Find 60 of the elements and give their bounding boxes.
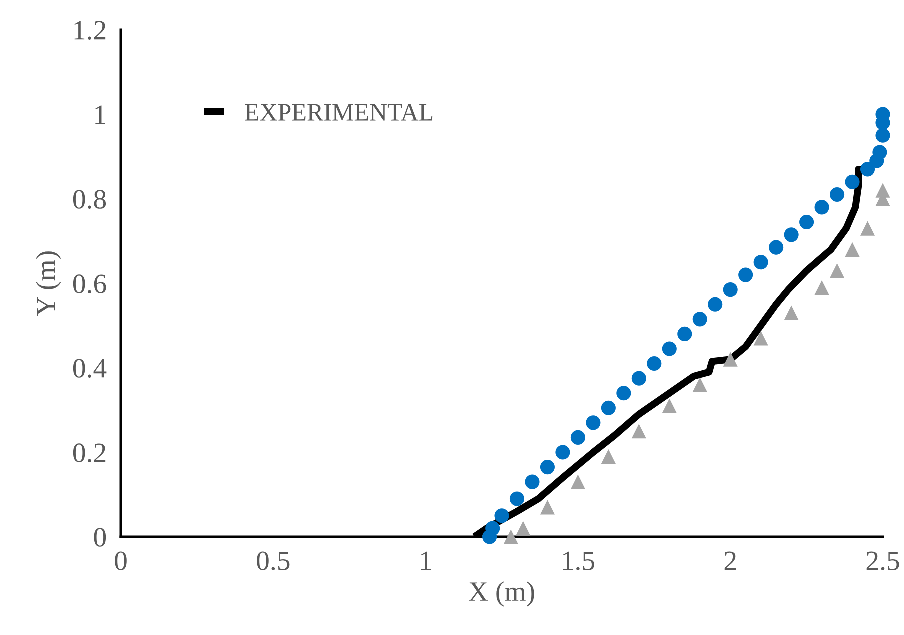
point [601,449,616,464]
point [556,445,570,460]
x-tick-label: 0.5 [257,552,290,571]
point [876,183,890,198]
point [830,264,845,278]
x-tick-label: 0 [115,552,127,570]
point [692,312,708,327]
point [504,530,518,544]
point [586,416,601,430]
point [540,460,556,475]
y-tick-label: 1 [96,106,106,124]
point [632,371,646,386]
y-tick-label: 0.6 [73,274,106,294]
point [708,297,723,312]
y-tick-label: 0.2 [73,444,106,463]
y-tick-label: 1.2 [74,21,106,40]
point [860,162,876,177]
y-tick-label: 0.4 [73,359,107,378]
point [784,306,799,320]
point [784,228,799,242]
point [754,255,768,270]
x-tick-label: 1 [421,552,432,570]
point [754,331,768,346]
point [830,187,845,202]
y-axis-title: Y (m) [36,252,62,316]
point [570,430,586,445]
point [486,521,500,536]
point [662,342,677,356]
point [510,492,525,506]
point [876,128,890,143]
point [723,282,738,298]
point [872,145,888,160]
point [632,424,646,439]
point [845,242,860,257]
x-tick-label: 1.5 [563,552,594,571]
y-tick-label: 0 [94,528,106,547]
point [516,521,531,536]
point [678,326,692,342]
point [738,268,754,282]
point [845,174,860,190]
point [570,474,586,490]
point [601,400,616,416]
point [540,500,556,515]
point [860,221,876,236]
legend-label: EXPERIMENTAL [245,104,433,121]
point [723,352,738,367]
x-tick-label: 2.5 [866,552,900,571]
point [814,200,830,215]
point [769,240,784,255]
point [647,356,662,372]
point [692,378,708,392]
x-tick-label: 2 [724,552,736,570]
point [800,214,814,230]
point [662,398,677,414]
x-axis-title: X (m) [469,582,534,607]
point [814,280,830,296]
point [525,474,540,490]
point [494,508,510,524]
y-tick-label: 0.8 [73,190,106,210]
point [616,386,632,401]
